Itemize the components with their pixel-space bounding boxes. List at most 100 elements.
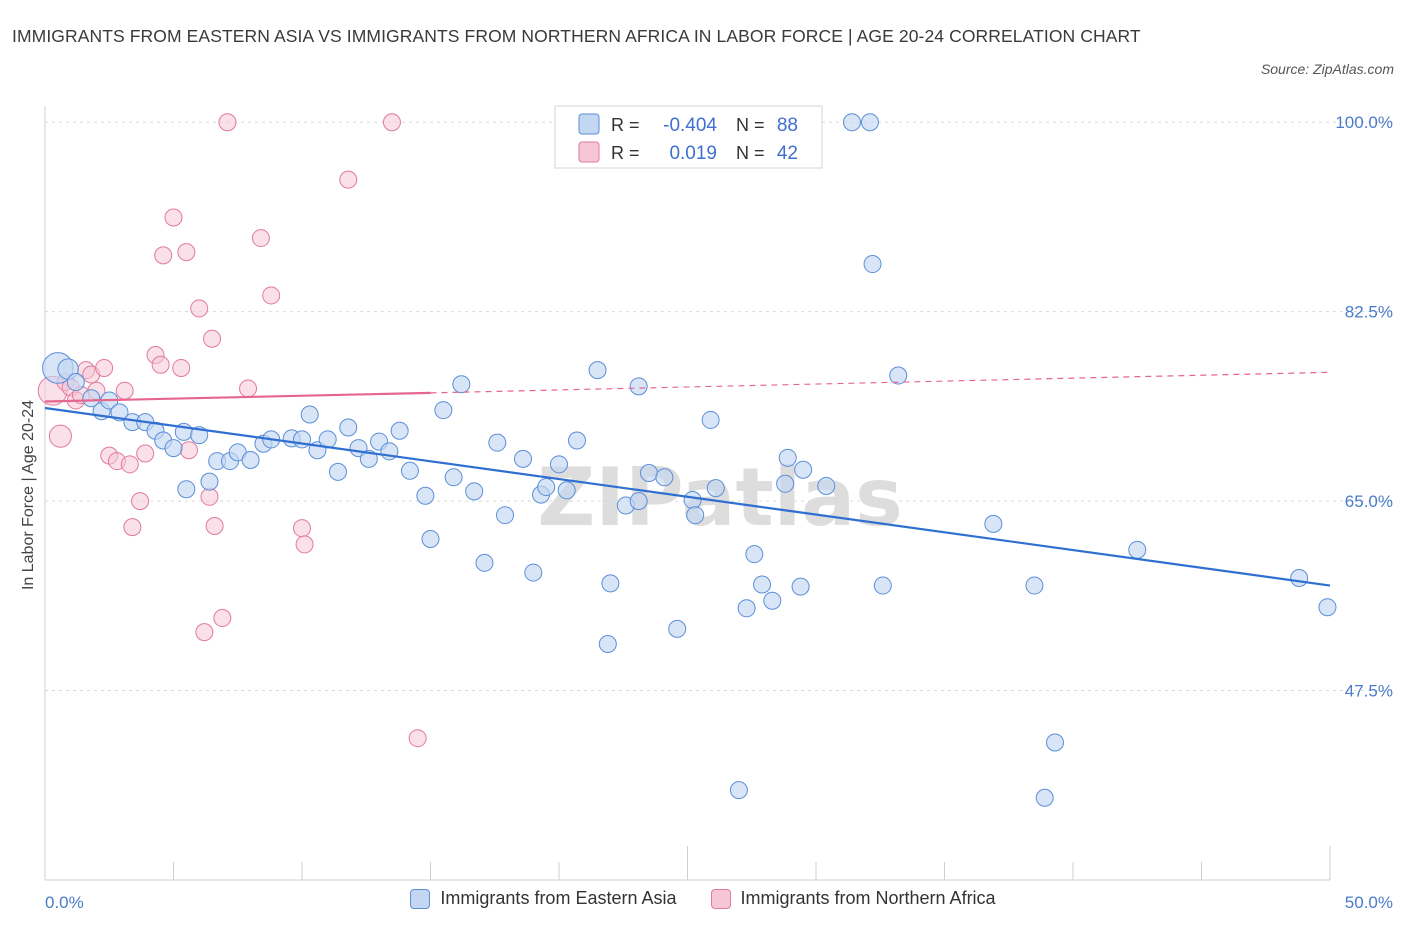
point-northern-africa-9 <box>95 358 114 377</box>
legend-n-value-pink: 42 <box>777 143 798 164</box>
point-northern-africa-15 <box>131 492 150 511</box>
point-northern-africa-37 <box>382 113 401 132</box>
point-northern-africa-14 <box>123 518 142 537</box>
point-eastern-asia-73 <box>817 476 836 495</box>
point-eastern-asia-47 <box>537 478 556 497</box>
x-tick-labels: 0.0% 50.0% <box>45 893 1393 912</box>
point-eastern-asia-49 <box>557 481 576 500</box>
point-northern-africa-27 <box>203 329 222 348</box>
point-northern-africa-22 <box>177 243 196 262</box>
legend-swatch-blue <box>578 113 600 135</box>
point-eastern-asia-58 <box>655 468 674 487</box>
point-eastern-asia-81 <box>1035 788 1054 807</box>
series-eastern-asia-points <box>42 113 1337 807</box>
y-tick-label-1: 82.5% <box>1345 303 1393 322</box>
point-eastern-asia-50 <box>567 431 586 450</box>
point-eastern-asia-33 <box>390 421 409 440</box>
point-eastern-asia-75 <box>860 113 879 132</box>
point-northern-africa-30 <box>218 113 237 132</box>
legend-item-eastern-asia[interactable]: Immigrants from Eastern Asia <box>410 888 677 909</box>
point-eastern-asia-52 <box>598 635 617 654</box>
point-eastern-asia-67 <box>753 575 772 594</box>
point-eastern-asia-15 <box>200 472 219 491</box>
point-northern-africa-13 <box>120 455 139 474</box>
point-eastern-asia-64 <box>729 781 748 800</box>
point-eastern-asia-44 <box>514 449 533 468</box>
point-northern-africa-16 <box>136 444 155 463</box>
watermark: ZIPatlas <box>537 451 903 544</box>
point-eastern-asia-68 <box>763 591 782 610</box>
point-eastern-asia-28 <box>339 418 358 437</box>
legend-swatch-eastern-asia <box>410 888 431 909</box>
point-eastern-asia-83 <box>1128 540 1147 559</box>
point-eastern-asia-74 <box>842 113 861 132</box>
point-eastern-asia-45 <box>524 563 543 582</box>
point-eastern-asia-76 <box>863 255 882 274</box>
legend-swatch-pink <box>578 141 600 163</box>
point-eastern-asia-71 <box>791 577 810 596</box>
point-northern-africa-32 <box>251 229 270 248</box>
legend-n-value-blue: 88 <box>777 115 798 136</box>
legend-swatch-northern-africa <box>710 888 731 909</box>
point-northern-africa-24 <box>190 299 209 318</box>
trend-line-northern-africa <box>44 391 431 403</box>
point-eastern-asia-2 <box>66 373 85 392</box>
point-northern-africa-18 <box>151 355 170 374</box>
point-northern-africa-25 <box>195 623 214 642</box>
legend-r-label-pink: R = <box>611 143 640 163</box>
point-northern-africa-19 <box>154 246 173 265</box>
point-eastern-asia-65 <box>737 599 756 618</box>
legend-label-eastern-asia: Immigrants from Eastern Asia <box>440 888 677 908</box>
legend-r-value-pink: 0.019 <box>669 143 717 164</box>
point-northern-africa-23 <box>179 441 198 460</box>
point-eastern-asia-61 <box>686 506 705 525</box>
point-eastern-asia-55 <box>629 377 648 396</box>
point-eastern-asia-40 <box>465 482 484 501</box>
legend-item-northern-africa[interactable]: Immigrants from Northern Africa <box>710 888 996 909</box>
point-eastern-asia-69 <box>776 474 795 493</box>
point-eastern-asia-38 <box>444 468 463 487</box>
trend-lines <box>44 371 1331 587</box>
gridlines <box>45 121 1392 692</box>
point-northern-africa-1 <box>48 424 72 448</box>
point-northern-africa-38 <box>408 729 427 748</box>
point-eastern-asia-37 <box>434 401 453 420</box>
point-eastern-asia-35 <box>416 486 435 505</box>
point-eastern-asia-34 <box>400 461 419 480</box>
axes <box>44 106 1331 881</box>
point-northern-africa-12 <box>115 381 134 400</box>
point-eastern-asia-24 <box>300 405 319 424</box>
point-northern-africa-35 <box>295 535 314 554</box>
point-eastern-asia-48 <box>550 455 568 474</box>
series-legend: Immigrants from Eastern Asia Immigrants … <box>0 888 1406 909</box>
point-eastern-asia-77 <box>873 576 892 595</box>
point-eastern-asia-11 <box>164 439 183 458</box>
point-eastern-asia-19 <box>241 450 260 469</box>
legend-r-label-blue: R = <box>611 115 640 135</box>
point-eastern-asia-57 <box>639 463 658 482</box>
point-eastern-asia-60 <box>683 491 702 510</box>
y-axis-label: In Labor Force | Age 20-24 <box>20 400 37 590</box>
x-tick-label-max: 50.0% <box>1345 893 1393 912</box>
correlation-legend: R = -0.404 N = 88 R = 0.019 N = 42 <box>554 105 823 169</box>
point-eastern-asia-6 <box>110 403 129 422</box>
point-northern-africa-31 <box>239 379 258 398</box>
point-eastern-asia-59 <box>668 619 687 638</box>
point-eastern-asia-39 <box>452 375 471 394</box>
point-eastern-asia-41 <box>475 553 494 572</box>
y-tick-label-0: 100.0% <box>1335 113 1393 132</box>
legend-r-value-blue: -0.404 <box>663 115 717 136</box>
point-eastern-asia-53 <box>601 574 620 593</box>
point-eastern-asia-43 <box>496 506 515 525</box>
point-eastern-asia-72 <box>794 460 813 479</box>
point-northern-africa-21 <box>172 358 191 377</box>
point-northern-africa-34 <box>293 519 311 538</box>
point-eastern-asia-56 <box>629 492 648 511</box>
point-eastern-asia-84 <box>1290 568 1309 587</box>
point-eastern-asia-3 <box>82 389 101 408</box>
y-tick-label-2: 65.0% <box>1345 492 1393 511</box>
point-eastern-asia-42 <box>488 433 507 452</box>
legend-n-label-blue: N = <box>736 115 765 135</box>
point-eastern-asia-27 <box>328 462 347 481</box>
